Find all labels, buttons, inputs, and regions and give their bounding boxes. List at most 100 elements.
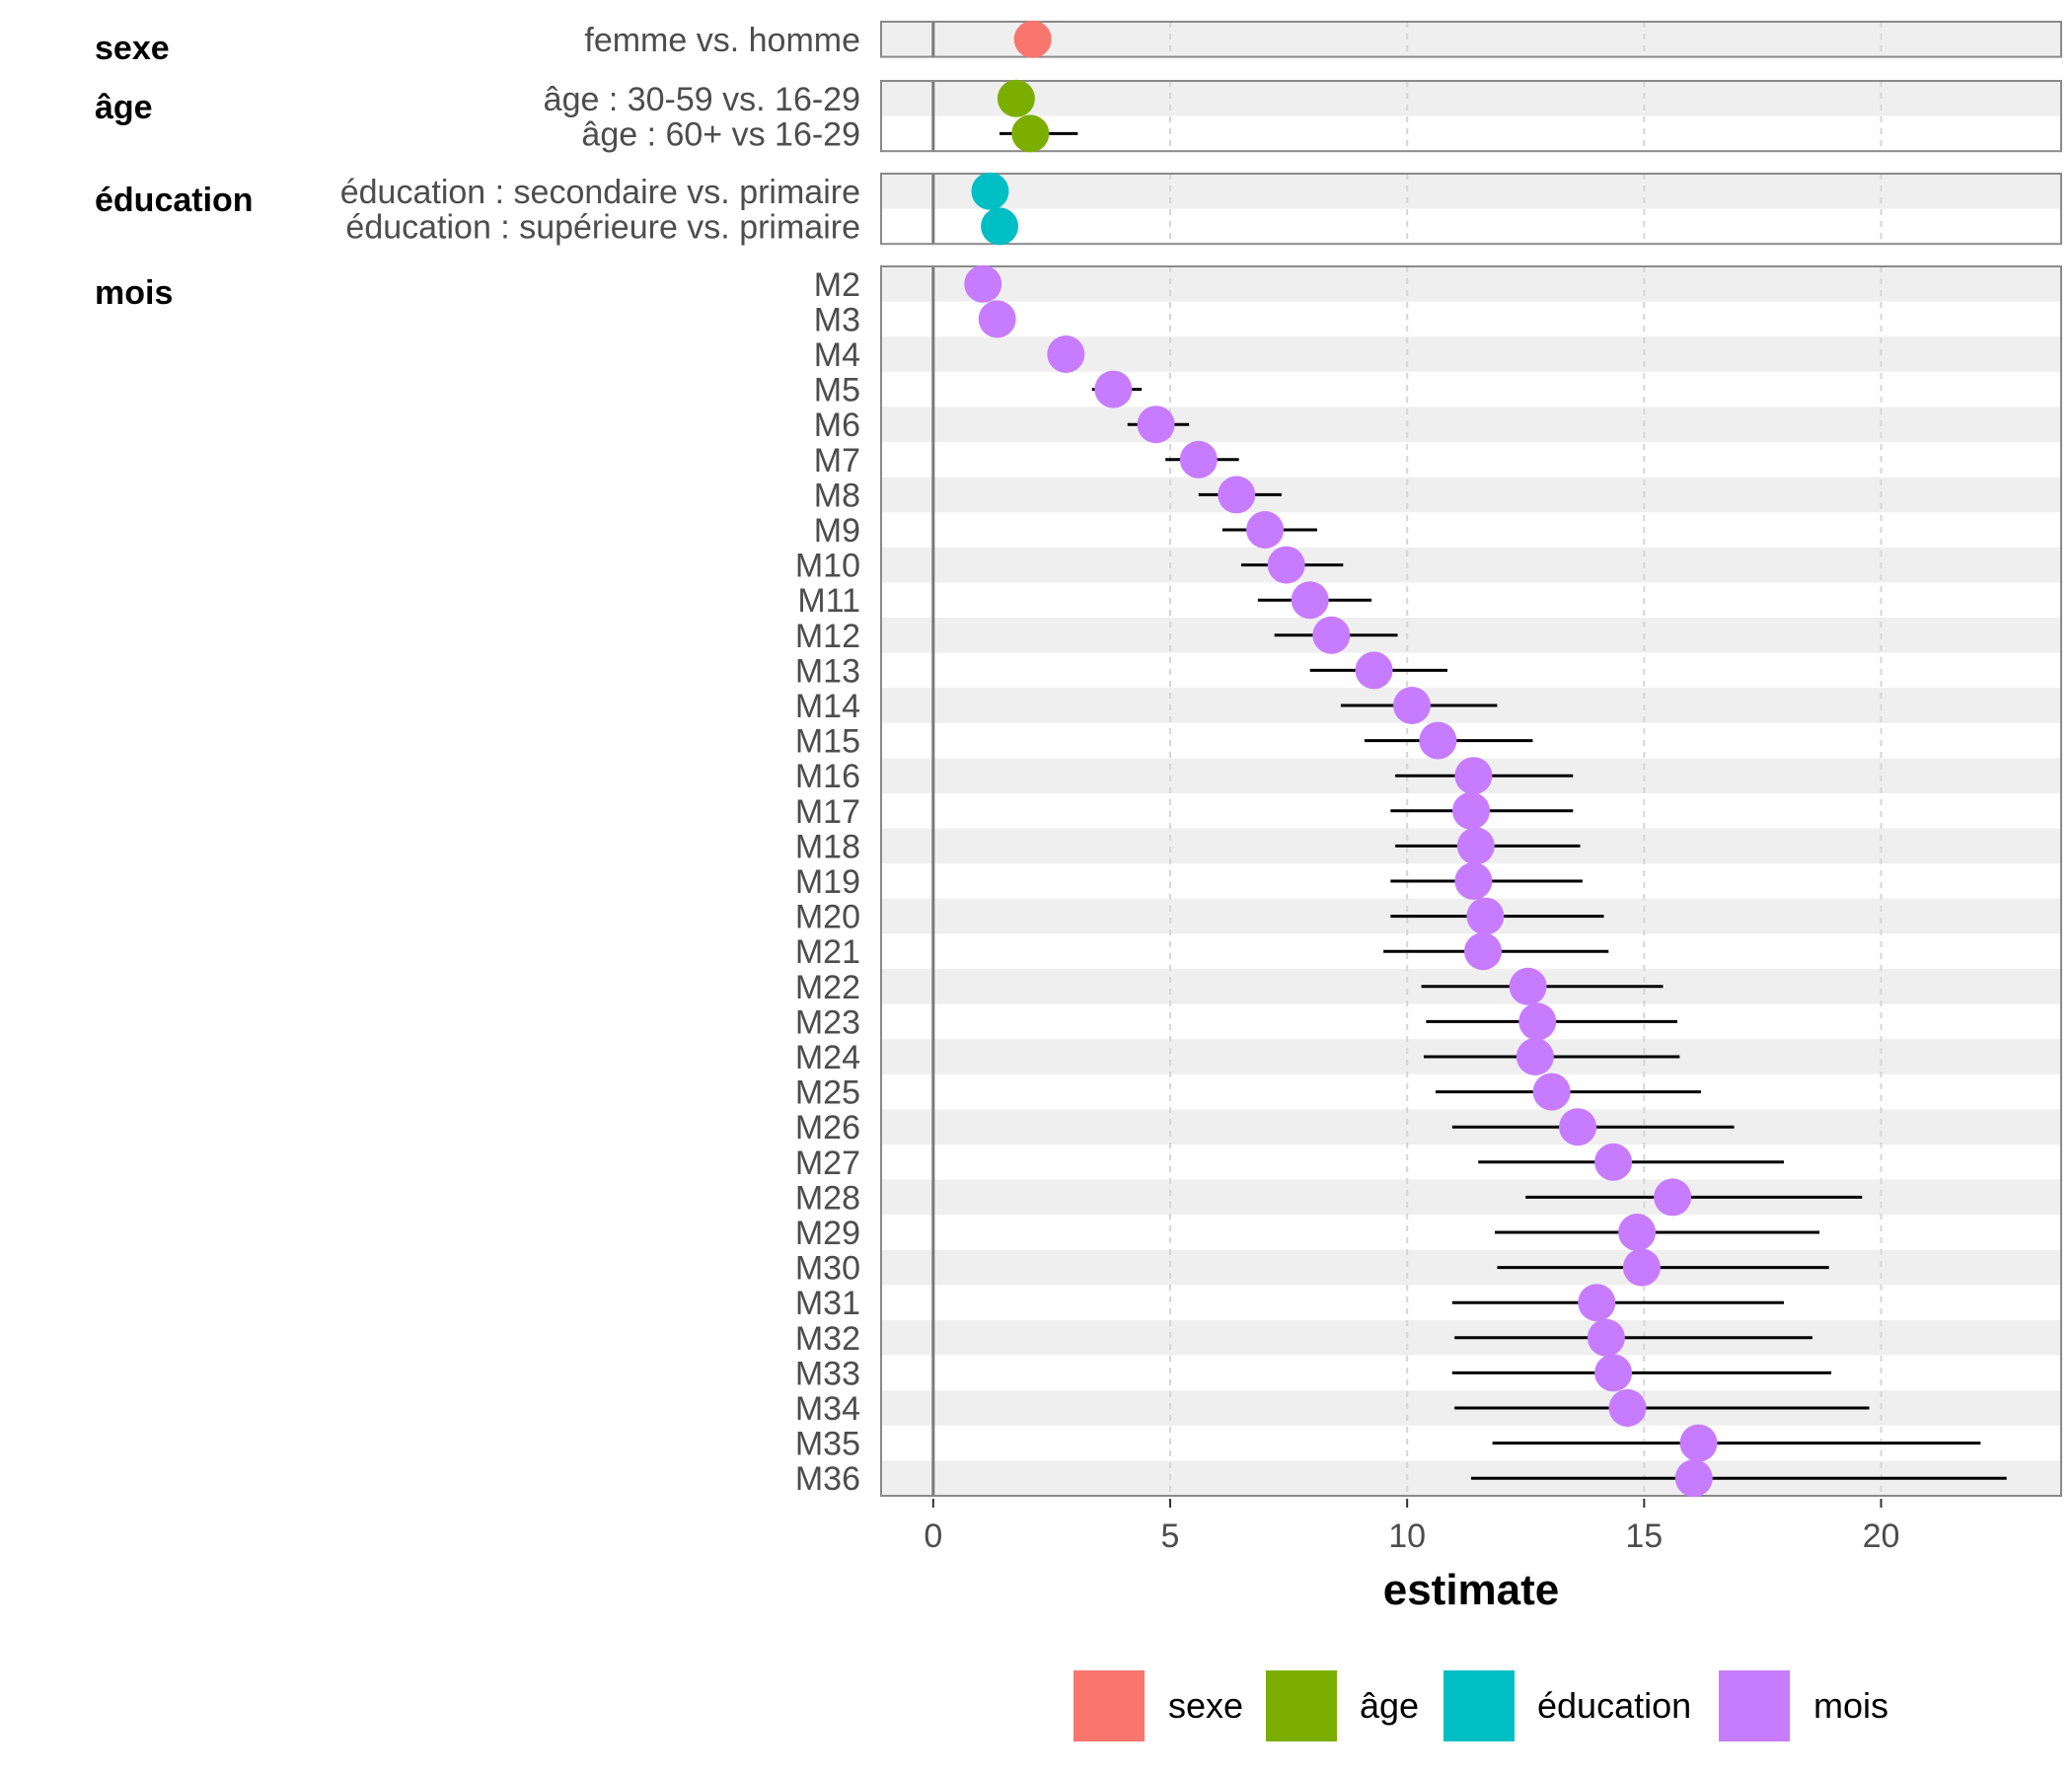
term-label: M32	[795, 1320, 860, 1358]
term-label: M23	[795, 1003, 860, 1041]
estimate-point	[1291, 581, 1329, 620]
term-label: M26	[795, 1109, 860, 1147]
estimate-point	[1654, 1178, 1692, 1217]
term-label: M34	[795, 1390, 860, 1428]
estimate-point	[1532, 1073, 1571, 1111]
estimate-point	[1587, 1318, 1625, 1357]
estimate-point	[1509, 967, 1547, 1005]
group-label: âge	[95, 89, 153, 126]
term-label: M3	[814, 301, 860, 338]
estimate-point	[1246, 511, 1285, 549]
term-label: M16	[795, 758, 860, 795]
term-label: M18	[795, 828, 860, 865]
panel-border	[880, 21, 2062, 58]
estimate-point	[1466, 897, 1505, 935]
term-label: M28	[795, 1179, 860, 1217]
row-stripe	[881, 1179, 2061, 1216]
row-stripe	[881, 174, 2061, 209]
term-label: M17	[795, 793, 860, 831]
estimate-point	[1392, 687, 1431, 724]
term-label: M20	[795, 899, 860, 936]
estimate-point	[1137, 406, 1175, 444]
term-label: M2	[814, 266, 860, 304]
term-label: M22	[795, 969, 860, 1006]
panel-border	[880, 265, 2062, 1497]
group-label: sexe	[95, 30, 170, 67]
estimate-point	[1559, 1108, 1597, 1147]
legend-key	[1073, 1670, 1145, 1741]
term-label: M8	[814, 477, 860, 514]
term-label: M11	[797, 582, 860, 620]
term-label: M5	[814, 372, 860, 409]
estimate-point	[1218, 476, 1256, 514]
estimate-point	[1679, 1424, 1718, 1462]
estimate-point	[1094, 370, 1133, 408]
estimate-point	[1355, 651, 1393, 690]
term-label: femme vs. homme	[584, 22, 860, 59]
estimate-point	[1454, 757, 1493, 795]
group-label: éducation	[95, 182, 254, 219]
estimate-point	[978, 300, 1016, 338]
term-label: M29	[795, 1215, 860, 1252]
legend-key	[1443, 1670, 1515, 1741]
x-tick-label: 0	[924, 1517, 942, 1555]
term-label: M19	[795, 863, 860, 901]
estimate-point	[1516, 1038, 1554, 1075]
term-label: M27	[795, 1145, 860, 1182]
term-label: M15	[795, 723, 860, 761]
legend-key	[1266, 1670, 1337, 1741]
estimate-point	[1047, 335, 1085, 373]
estimate-point	[1674, 1459, 1713, 1498]
term-label: M9	[814, 512, 860, 550]
x-axis-title: estimate	[1383, 1566, 1560, 1614]
row-stripe	[881, 618, 2061, 653]
term-label: âge : 30-59 vs. 16-29	[544, 81, 860, 118]
term-label: M10	[795, 548, 860, 585]
estimate-point	[971, 172, 1009, 210]
term-label: M24	[795, 1039, 860, 1076]
legend-label: sexe	[1168, 1685, 1243, 1726]
estimate-point	[1452, 791, 1490, 830]
x-tick-label: 5	[1161, 1517, 1180, 1555]
estimate-point	[964, 264, 1002, 303]
term-label: M31	[795, 1285, 860, 1322]
x-tick-label: 20	[1863, 1517, 1900, 1555]
estimate-point	[1179, 440, 1218, 479]
term-label: M14	[795, 688, 860, 725]
term-label: éducation : secondaire vs. primaire	[340, 174, 860, 211]
term-label: M4	[814, 336, 860, 374]
row-stripe	[881, 81, 2061, 116]
estimate-point	[1594, 1143, 1633, 1181]
estimate-point	[1464, 932, 1503, 971]
term-label: M35	[795, 1426, 860, 1463]
x-tick-label: 10	[1388, 1517, 1426, 1555]
group-label: mois	[95, 274, 173, 312]
estimate-point	[1518, 1002, 1557, 1041]
term-label: M25	[795, 1074, 860, 1112]
estimate-point	[1456, 827, 1495, 865]
term-label: M12	[795, 618, 860, 655]
estimate-point	[1013, 20, 1052, 58]
panel-border	[880, 173, 2062, 246]
legend-label: éducation	[1537, 1685, 1691, 1726]
estimate-point	[1594, 1354, 1633, 1392]
term-label: M30	[795, 1250, 860, 1288]
row-stripe	[881, 22, 2061, 57]
term-label: M21	[795, 933, 860, 971]
estimate-point	[1454, 862, 1493, 900]
row-stripe	[881, 1249, 2061, 1286]
legend-key	[1719, 1670, 1790, 1741]
term-label: âge : 60+ vs 16-29	[581, 115, 860, 153]
row-stripe	[881, 477, 2061, 513]
legend-label: mois	[1813, 1685, 1888, 1726]
estimate-point	[1267, 546, 1305, 584]
estimate-point	[1011, 114, 1050, 153]
estimate-point	[1618, 1214, 1657, 1251]
estimate-point	[997, 79, 1035, 117]
row-stripe	[881, 407, 2061, 442]
term-label: M33	[795, 1355, 860, 1392]
term-label: M6	[814, 407, 860, 444]
panel-border	[880, 80, 2062, 153]
estimate-point	[1622, 1248, 1661, 1287]
